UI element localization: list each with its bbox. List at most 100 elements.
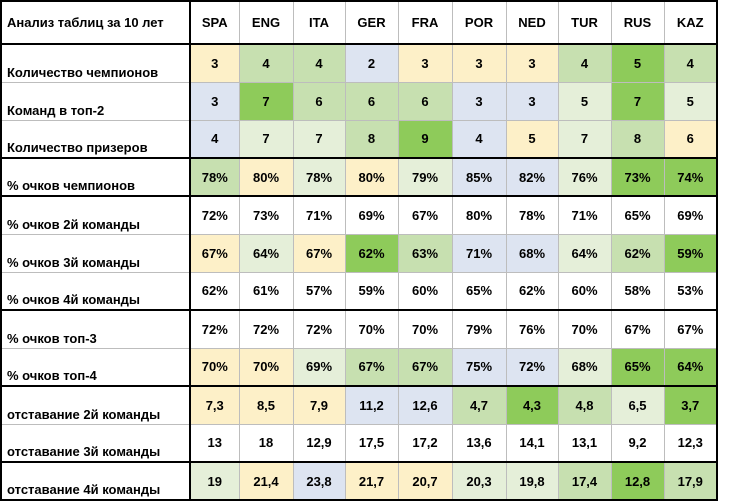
value-cell-eng: 72% <box>238 309 294 349</box>
value-cell-por: 20,3 <box>451 461 507 501</box>
value-cell-kaz: 67% <box>663 309 718 349</box>
value-cell-fra: 3 <box>397 43 453 83</box>
value-cell-spa: 78% <box>189 157 240 197</box>
value-cell-ned: 62% <box>505 271 559 311</box>
value-cell-eng: 64% <box>238 233 294 273</box>
value-cell-ita: 7,9 <box>292 385 346 425</box>
value-cell-ned: 78% <box>505 195 559 235</box>
row-label: % очков 2й команды <box>0 195 191 235</box>
value-cell-kaz: 53% <box>663 271 718 311</box>
value-cell-kaz: 59% <box>663 233 718 273</box>
column-header-ita: ITA <box>292 0 346 45</box>
value-cell-por: 85% <box>451 157 507 197</box>
value-cell-rus: 5 <box>610 43 665 83</box>
value-cell-ita: 23,8 <box>292 461 346 501</box>
table-row: % очков чемпионов 78% 80% 78% 80% 79% 85% 82% 76… <box>0 157 718 197</box>
value-cell-eng: 61% <box>238 271 294 311</box>
value-cell-kaz: 69% <box>663 195 718 235</box>
value-cell-tur: 64% <box>557 233 612 273</box>
column-header-rus: RUS <box>610 0 665 45</box>
value-cell-eng: 18 <box>238 423 294 463</box>
row-label: % очков топ-4 <box>0 347 191 387</box>
value-cell-por: 3 <box>451 81 507 121</box>
row-label: % очков чемпионов <box>0 157 191 197</box>
column-header-fra: FRA <box>397 0 453 45</box>
value-cell-spa: 67% <box>189 233 240 273</box>
value-cell-ita: 7 <box>292 119 346 159</box>
value-cell-kaz: 17,9 <box>663 461 718 501</box>
value-cell-rus: 62% <box>610 233 665 273</box>
table-body: Количество чемпионов 3 4 4 2 3 3 3 4 5 4 Команд в т… <box>0 43 718 501</box>
value-cell-ger: 6 <box>344 81 399 121</box>
header-row: Анализ таблиц за 10 лет SPA ENG ITA GER FRA P… <box>0 0 718 45</box>
value-cell-fra: 63% <box>397 233 453 273</box>
value-cell-spa: 70% <box>189 347 240 387</box>
value-cell-ger: 11,2 <box>344 385 399 425</box>
value-cell-ned: 82% <box>505 157 559 197</box>
value-cell-fra: 9 <box>397 119 453 159</box>
value-cell-fra: 17,2 <box>397 423 453 463</box>
table-row: Команд в топ-2 3 7 6 6 6 3 3 5 7 5 <box>0 81 718 121</box>
value-cell-eng: 7 <box>238 119 294 159</box>
value-cell-ita: 6 <box>292 81 346 121</box>
value-cell-tur: 7 <box>557 119 612 159</box>
value-cell-kaz: 4 <box>663 43 718 83</box>
column-header-ned: NED <box>505 0 559 45</box>
value-cell-por: 13,6 <box>451 423 507 463</box>
value-cell-eng: 21,4 <box>238 461 294 501</box>
column-header-tur: TUR <box>557 0 612 45</box>
value-cell-kaz: 6 <box>663 119 718 159</box>
value-cell-fra: 67% <box>397 195 453 235</box>
table-row: Количество чемпионов 3 4 4 2 3 3 3 4 5 4 <box>0 43 718 83</box>
value-cell-kaz: 12,3 <box>663 423 718 463</box>
value-cell-eng: 80% <box>238 157 294 197</box>
value-cell-ned: 72% <box>505 347 559 387</box>
value-cell-rus: 8 <box>610 119 665 159</box>
value-cell-ita: 72% <box>292 309 346 349</box>
value-cell-rus: 12,8 <box>610 461 665 501</box>
table-row: отставание 4й команды 19 21,4 23,8 21,7 20,7 2… <box>0 461 718 501</box>
value-cell-spa: 7,3 <box>189 385 240 425</box>
row-label: отставание 3й команды <box>0 423 191 463</box>
table-row: отставание 3й команды 13 18 12,9 17,5 17,2 13,… <box>0 423 718 463</box>
value-cell-tur: 70% <box>557 309 612 349</box>
value-cell-kaz: 64% <box>663 347 718 387</box>
value-cell-rus: 9,2 <box>610 423 665 463</box>
row-label: отставание 4й команды <box>0 461 191 501</box>
value-cell-rus: 6,5 <box>610 385 665 425</box>
value-cell-rus: 65% <box>610 347 665 387</box>
value-cell-tur: 71% <box>557 195 612 235</box>
value-cell-tur: 60% <box>557 271 612 311</box>
row-label: Количество чемпионов <box>0 43 191 83</box>
value-cell-por: 4,7 <box>451 385 507 425</box>
table-row: % очков 3й команды 67% 64% 67% 62% 63% 71% 68% 6… <box>0 233 718 273</box>
value-cell-eng: 4 <box>238 43 294 83</box>
value-cell-spa: 72% <box>189 195 240 235</box>
value-cell-spa: 13 <box>189 423 240 463</box>
value-cell-spa: 62% <box>189 271 240 311</box>
value-cell-ger: 67% <box>344 347 399 387</box>
value-cell-rus: 65% <box>610 195 665 235</box>
value-cell-eng: 70% <box>238 347 294 387</box>
value-cell-ned: 76% <box>505 309 559 349</box>
value-cell-ned: 14,1 <box>505 423 559 463</box>
value-cell-por: 3 <box>451 43 507 83</box>
table-row: % очков 2й команды 72% 73% 71% 69% 67% 80% 78% 7… <box>0 195 718 235</box>
value-cell-por: 80% <box>451 195 507 235</box>
value-cell-fra: 12,6 <box>397 385 453 425</box>
value-cell-fra: 20,7 <box>397 461 453 501</box>
row-label: % очков 4й команды <box>0 271 191 311</box>
value-cell-fra: 79% <box>397 157 453 197</box>
value-cell-ned: 3 <box>505 81 559 121</box>
value-cell-ita: 78% <box>292 157 346 197</box>
value-cell-spa: 3 <box>189 81 240 121</box>
value-cell-tur: 4 <box>557 43 612 83</box>
value-cell-spa: 3 <box>189 43 240 83</box>
column-header-eng: ENG <box>238 0 294 45</box>
value-cell-kaz: 3,7 <box>663 385 718 425</box>
value-cell-ger: 21,7 <box>344 461 399 501</box>
value-cell-ita: 69% <box>292 347 346 387</box>
table-row: отставание 2й команды 7,3 8,5 7,9 11,2 12,6 4,… <box>0 385 718 425</box>
row-label: Команд в топ-2 <box>0 81 191 121</box>
